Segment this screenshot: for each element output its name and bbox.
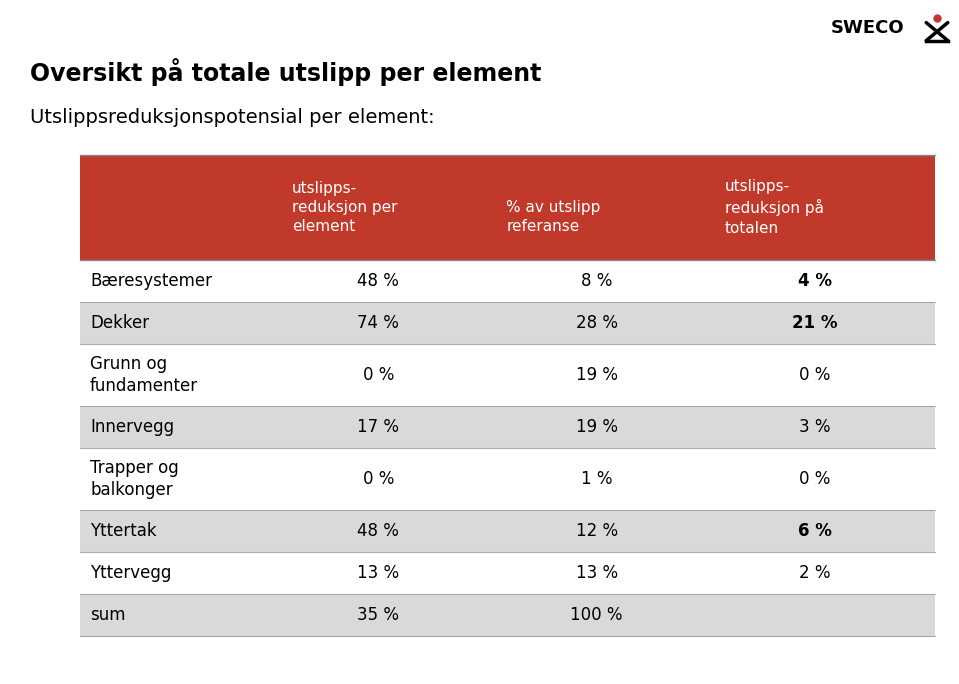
Text: Bæresystemer: Bæresystemer xyxy=(90,272,212,290)
Bar xyxy=(80,155,935,260)
Text: Grunn og
fundamenter: Grunn og fundamenter xyxy=(90,355,199,395)
Bar xyxy=(80,510,935,552)
Bar xyxy=(80,260,935,302)
Text: SWECO: SWECO xyxy=(830,19,904,37)
Text: 13 %: 13 % xyxy=(357,564,399,582)
Text: Utslippsreduksjonspotensial per element:: Utslippsreduksjonspotensial per element: xyxy=(30,108,434,127)
Bar xyxy=(80,448,935,510)
Text: 28 %: 28 % xyxy=(575,314,618,332)
Text: 35 %: 35 % xyxy=(358,606,399,624)
Text: 48 %: 48 % xyxy=(358,272,399,290)
Text: 74 %: 74 % xyxy=(358,314,399,332)
Text: 0 %: 0 % xyxy=(799,366,830,384)
Text: Innervegg: Innervegg xyxy=(90,418,175,436)
Text: 3 %: 3 % xyxy=(799,418,830,436)
Text: 2 %: 2 % xyxy=(799,564,830,582)
Bar xyxy=(80,406,935,448)
Text: Oversikt på totale utslipp per element: Oversikt på totale utslipp per element xyxy=(30,58,542,86)
Text: utslipps-
reduksjon på
totalen: utslipps- reduksjon på totalen xyxy=(725,179,824,235)
Text: 1 %: 1 % xyxy=(581,470,613,488)
Text: 0 %: 0 % xyxy=(363,470,394,488)
Text: 6 %: 6 % xyxy=(798,522,831,540)
Bar xyxy=(80,344,935,406)
Text: Yttervegg: Yttervegg xyxy=(90,564,172,582)
Bar xyxy=(80,552,935,594)
Text: utslipps-
reduksjon per
element: utslipps- reduksjon per element xyxy=(292,181,397,234)
Bar xyxy=(80,594,935,636)
Text: 19 %: 19 % xyxy=(575,418,618,436)
Text: Dekker: Dekker xyxy=(90,314,150,332)
Text: 8 %: 8 % xyxy=(581,272,612,290)
Bar xyxy=(80,302,935,344)
Text: 0 %: 0 % xyxy=(799,470,830,488)
Text: 17 %: 17 % xyxy=(358,418,399,436)
Text: Trapper og
balkonger: Trapper og balkonger xyxy=(90,459,178,499)
Text: sum: sum xyxy=(90,606,126,624)
Text: 21 %: 21 % xyxy=(792,314,837,332)
Text: 19 %: 19 % xyxy=(575,366,618,384)
Text: 13 %: 13 % xyxy=(575,564,618,582)
Text: Yttertak: Yttertak xyxy=(90,522,156,540)
Text: 48 %: 48 % xyxy=(358,522,399,540)
Text: 4 %: 4 % xyxy=(798,272,831,290)
Text: % av utslipp
referanse: % av utslipp referanse xyxy=(506,181,600,234)
Text: 100 %: 100 % xyxy=(571,606,622,624)
Text: 0 %: 0 % xyxy=(363,366,394,384)
Text: 12 %: 12 % xyxy=(575,522,618,540)
